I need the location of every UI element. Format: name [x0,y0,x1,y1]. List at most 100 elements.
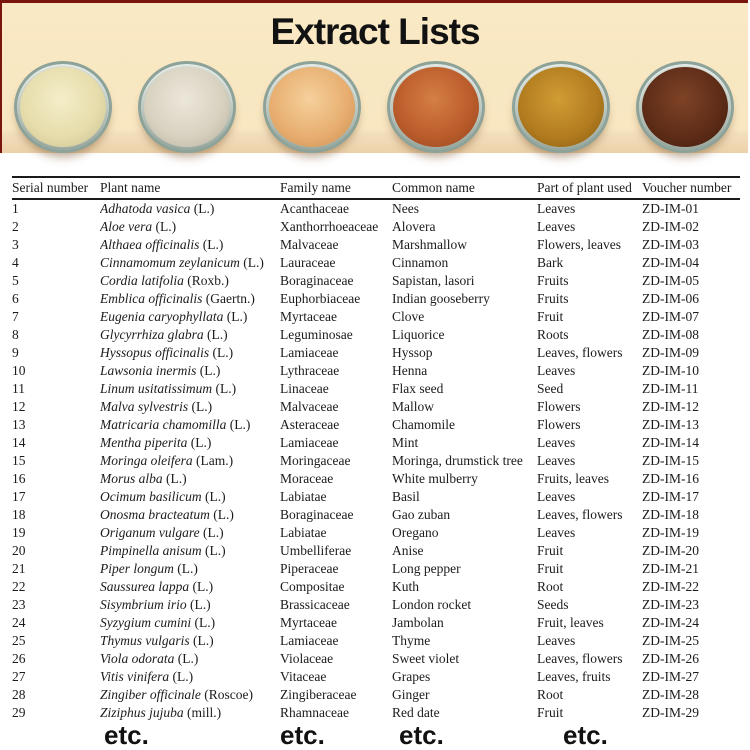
table-header-row: Serial number Plant name Family name Com… [12,176,740,200]
cell-plant-name: Hyssopus officinalis (L.) [100,344,280,362]
cell-common-name: Moringa, drumstick tree [392,453,523,468]
cell-part-used: Fruit [537,309,564,324]
cell-serial-number: 20 [12,543,26,558]
cell-family-name: Violaceae [280,651,334,666]
cell-part-used: Fruit [537,543,564,558]
plant-authority: (L.) [188,399,213,414]
cell-part-used: Fruits [537,273,569,288]
cell-serial-number: 14 [12,435,26,450]
dark-brown-extract-powder-bowl [635,61,734,153]
table-row: 25 Thymus vulgaris (L.) Lamiaceae Thyme … [12,632,740,650]
cell-voucher-number: ZD-IM-14 [642,435,699,450]
light-tan-extract-powder [268,67,355,147]
cell-part-used: Leaves [537,219,576,234]
table-row: 7 Eugenia caryophyllata (L.) Myrtaceae C… [12,308,740,326]
cell-plant-name: Thymus vulgaris (L.) [100,632,280,650]
cell-serial-number: 17 [12,489,26,504]
plant-binomial: Ziziphus jujuba [100,705,184,720]
cell-part-used: Fruit, leaves [537,615,604,630]
cell-family-name: Umbelliferae [280,543,352,558]
cell-family-name: Malvaceae [280,237,339,252]
cell-voucher-number: ZD-IM-24 [642,615,699,630]
plant-authority: (L.) [186,597,211,612]
extract-bowls-row [14,61,734,153]
plant-authority: (L.) [209,507,234,522]
off-white-extract-powder [144,67,231,147]
cell-family-name: Malvaceae [280,399,339,414]
cell-plant-name: Viola odorata (L.) [100,650,280,668]
cell-common-name: Mallow [392,399,434,414]
plant-authority: (Roxb.) [183,273,229,288]
plant-binomial: Emblica officinalis [100,291,203,306]
cell-voucher-number: ZD-IM-02 [642,219,699,234]
col-header-common-name: Common name [392,176,537,200]
cell-common-name: Chamomile [392,417,455,432]
cell-voucher-number: ZD-IM-18 [642,507,699,522]
table-row: 17 Ocimum basilicum (L.) Labiatae Basil … [12,488,740,506]
plant-binomial: Viola odorata [100,651,175,666]
cell-family-name: Leguminosae [280,327,353,342]
cell-voucher-number: ZD-IM-26 [642,651,699,666]
plant-authority: (L.) [203,327,228,342]
table-row: 20 Pimpinella anisum (L.) Umbelliferae A… [12,542,740,560]
plant-binomial: Syzygium cumini [100,615,192,630]
terracotta-extract-powder [393,67,480,147]
page-title: Extract Lists [270,11,480,52]
table-row: 6 Emblica officinalis (Gaertn.) Euphorbi… [12,290,740,308]
cell-plant-name: Vitis vinifera (L.) [100,668,280,686]
cell-plant-name: Emblica officinalis (Gaertn.) [100,290,280,308]
cell-common-name: Henna [392,363,428,378]
col-header-voucher: Voucher number [642,176,740,200]
hero-banner: Extract Lists [0,0,748,153]
cell-family-name: Labiatae [280,489,327,504]
table-row: 12 Malva sylvestris (L.) Malvaceae Mallo… [12,398,740,416]
cell-serial-number: 12 [12,399,26,414]
plant-binomial: Moringa oleifera [100,453,193,468]
cell-plant-name: Syzygium cumini (L.) [100,614,280,632]
cell-voucher-number: ZD-IM-11 [642,381,699,396]
cell-plant-name: Saussurea lappa (L.) [100,578,280,596]
table-row: 15 Moringa oleifera (Lam.) Moringaceae M… [12,452,740,470]
cell-common-name: Flax seed [392,381,444,396]
cell-plant-name: Onosma bracteatum (L.) [100,506,280,524]
cell-plant-name: Cordia latifolia (Roxb.) [100,272,280,290]
cell-part-used: Fruit [537,561,564,576]
cell-family-name: Boraginaceae [280,507,354,522]
terracotta-extract-powder-bowl [387,61,486,153]
cell-family-name: Lythraceae [280,363,340,378]
table-row: 23 Sisymbrium irio (L.) Brassicaceae Lon… [12,596,740,614]
plant-binomial: Aloe vera [100,219,153,234]
cell-part-used: Fruit [537,705,564,720]
cell-part-used: Leaves [537,363,576,378]
cell-common-name: Mint [392,435,419,450]
pale-cream-extract-powder [20,67,106,147]
cell-plant-name: Matricaria chamomilla (L.) [100,416,280,434]
cell-common-name: Marshmallow [392,237,467,252]
cell-family-name: Myrtaceae [280,309,337,324]
cell-serial-number: 22 [12,579,26,594]
cell-voucher-number: ZD-IM-22 [642,579,699,594]
cell-common-name: Kuth [392,579,419,594]
cell-serial-number: 6 [12,291,19,306]
plant-authority: (L.) [201,489,226,504]
cell-serial-number: 8 [12,327,19,342]
plant-binomial: Glycyrrhiza glabra [100,327,204,342]
cell-plant-name: Eugenia caryophyllata (L.) [100,308,280,326]
cell-serial-number: 29 [12,705,26,720]
cell-serial-number: 19 [12,525,26,540]
cell-voucher-number: ZD-IM-03 [642,237,699,252]
cell-plant-name: Mentha piperita (L.) [100,434,280,452]
cell-voucher-number: ZD-IM-27 [642,669,699,684]
cell-part-used: Root [537,687,564,702]
plant-binomial: Morus alba [100,471,163,486]
plant-authority: (L.) [189,633,214,648]
table-row: 26 Viola odorata (L.) Violaceae Sweet vi… [12,650,740,668]
cell-family-name: Brassicaceae [280,597,350,612]
plant-authority: (L.) [173,561,198,576]
cell-plant-name: Origanum vulgare (L.) [100,524,280,542]
cell-plant-name: Piper longum (L.) [100,560,280,578]
cell-family-name: Euphorbiaceae [280,291,361,306]
table-row: 11 Linum usitatissimum (L.) Linaceae Fla… [12,380,740,398]
table-row: 10 Lawsonia inermis (L.) Lythraceae Henn… [12,362,740,380]
cell-plant-name: Adhatoda vasica (L.) [100,199,280,218]
